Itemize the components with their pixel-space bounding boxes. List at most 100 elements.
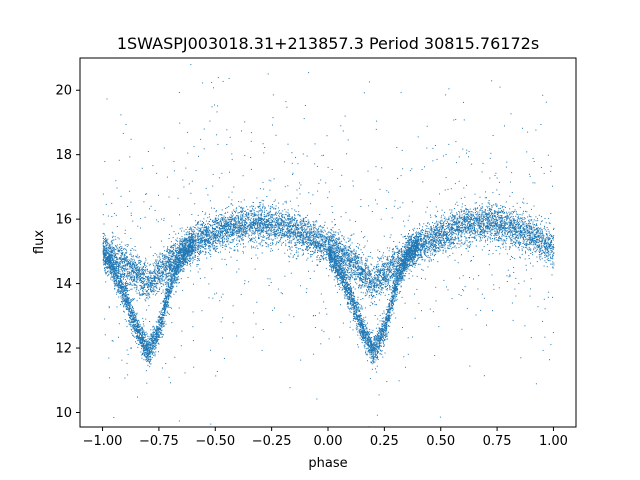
data-point	[487, 222, 489, 224]
data-point	[327, 253, 329, 255]
data-point	[484, 211, 486, 212]
data-point	[537, 232, 539, 234]
data-point	[434, 244, 436, 246]
data-point	[335, 243, 337, 245]
data-point	[541, 231, 543, 233]
data-point	[250, 221, 252, 223]
data-point	[264, 210, 266, 212]
data-point	[150, 284, 152, 286]
data-point	[230, 256, 232, 258]
data-point	[111, 255, 112, 257]
data-point	[544, 252, 546, 254]
data-point	[203, 247, 205, 249]
data-point	[392, 282, 394, 284]
data-point	[483, 218, 485, 220]
data-point	[239, 237, 241, 239]
data-point	[350, 261, 352, 262]
data-point	[244, 224, 246, 226]
data-point	[332, 242, 334, 244]
data-point	[478, 222, 479, 224]
data-point	[448, 224, 450, 226]
data-point	[451, 225, 453, 227]
data-point	[512, 222, 514, 224]
data-point	[156, 261, 158, 263]
data-point	[221, 218, 223, 220]
data-point	[191, 214, 193, 215]
data-point	[332, 237, 334, 239]
data-point	[180, 251, 182, 253]
data-point	[254, 215, 256, 217]
data-point	[440, 245, 442, 247]
data-point	[233, 218, 235, 220]
data-point	[409, 240, 411, 242]
data-point	[262, 236, 264, 238]
data-point	[259, 244, 261, 246]
data-point	[342, 244, 344, 246]
data-point	[163, 266, 165, 268]
data-point	[447, 223, 449, 225]
data-point	[202, 241, 203, 243]
data-point	[370, 252, 372, 253]
data-point	[354, 256, 356, 258]
data-point	[437, 237, 439, 239]
data-point	[429, 240, 431, 242]
data-point	[390, 272, 392, 274]
data-point	[387, 264, 389, 266]
data-point	[552, 245, 554, 247]
data-point	[336, 241, 338, 243]
data-point	[317, 250, 319, 252]
data-point	[235, 210, 237, 212]
data-point	[125, 248, 126, 250]
data-point	[305, 248, 307, 250]
data-point	[261, 215, 263, 217]
data-point	[536, 239, 538, 241]
data-point	[256, 211, 258, 212]
data-point	[275, 226, 277, 228]
data-point	[237, 226, 239, 228]
data-point	[255, 236, 257, 238]
data-point	[244, 225, 245, 227]
data-point	[533, 233, 535, 235]
data-point	[468, 237, 469, 239]
data-point	[229, 221, 231, 223]
data-point	[289, 232, 291, 234]
data-point	[285, 219, 287, 221]
data-point	[320, 238, 322, 240]
data-point	[148, 264, 150, 266]
data-point	[466, 227, 468, 229]
data-point	[242, 231, 244, 233]
data-point	[462, 223, 464, 225]
data-point	[270, 231, 272, 233]
data-point	[435, 226, 436, 228]
data-point	[552, 246, 554, 248]
data-point	[252, 237, 254, 239]
data-point	[303, 217, 305, 219]
data-point	[197, 250, 199, 252]
data-point	[498, 231, 500, 233]
data-point	[462, 229, 464, 231]
data-point	[349, 246, 350, 248]
data-point	[145, 267, 146, 269]
data-point	[549, 234, 551, 236]
data-point	[382, 283, 384, 285]
data-point	[391, 287, 393, 289]
data-point	[199, 230, 201, 232]
data-point	[266, 221, 268, 223]
data-point	[324, 239, 326, 241]
data-point	[470, 224, 472, 226]
data-point	[314, 224, 316, 226]
data-point	[523, 229, 525, 231]
data-point	[266, 234, 268, 236]
data-point	[330, 232, 331, 234]
data-point	[546, 234, 547, 236]
data-point	[488, 206, 490, 208]
data-point	[443, 242, 444, 244]
data-point	[206, 229, 207, 231]
data-point	[241, 216, 243, 218]
data-point	[140, 260, 142, 262]
data-point	[399, 270, 401, 272]
data-point	[378, 276, 380, 278]
data-point	[145, 259, 147, 261]
data-point	[115, 245, 117, 247]
data-point	[532, 232, 533, 233]
